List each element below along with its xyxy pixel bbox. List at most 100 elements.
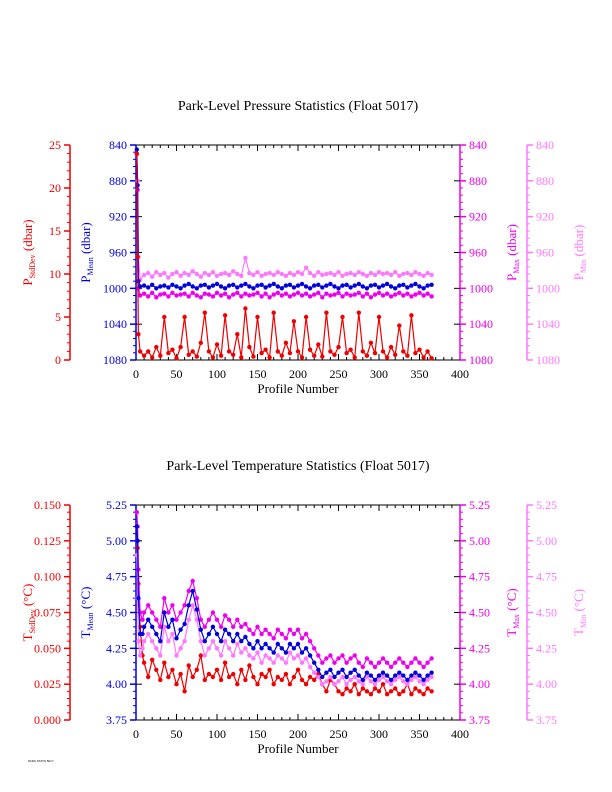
data-point-stddev xyxy=(162,314,167,320)
data-point-max xyxy=(356,290,361,295)
y-tick-label-right_inner: 1080 xyxy=(469,353,493,367)
data-point-max xyxy=(352,653,357,658)
data-point-min xyxy=(202,270,207,276)
data-point-min xyxy=(413,674,418,680)
y-tick-label-left_inner: 880 xyxy=(109,174,127,188)
data-point-max xyxy=(287,627,293,632)
data-point-min xyxy=(243,255,248,261)
data-point-mean xyxy=(429,670,434,675)
x-tick-label: 300 xyxy=(370,367,388,381)
data-point-max xyxy=(202,291,207,296)
data-point-min xyxy=(299,271,305,277)
data-point-max xyxy=(146,294,151,299)
data-point-min xyxy=(222,639,228,644)
series-stddev xyxy=(134,524,434,697)
data-point-stddev xyxy=(174,682,179,687)
data-point-min xyxy=(166,275,171,280)
data-point-max xyxy=(275,290,280,295)
y-tick-label-right_inner: 1040 xyxy=(469,317,493,331)
data-point-mean xyxy=(247,641,252,647)
data-point-mean xyxy=(259,282,264,287)
y-axis-label-right_inner: PMax (dbar) xyxy=(504,224,521,281)
data-point-mean xyxy=(271,650,276,655)
data-point-max xyxy=(251,292,256,297)
y-axis-label-left_inner: TMean (°C) xyxy=(78,587,95,639)
data-point-min xyxy=(170,631,175,637)
y-tick-label-right_inner: 4.75 xyxy=(469,570,490,584)
data-point-max xyxy=(360,664,365,670)
data-point-min xyxy=(141,272,147,278)
data-point-max xyxy=(324,656,329,661)
data-point-max xyxy=(198,617,203,622)
series-line-stddev xyxy=(136,153,433,360)
data-point-min xyxy=(356,270,361,275)
data-point-stddev xyxy=(303,314,309,320)
data-point-mean xyxy=(388,284,394,289)
data-point-min xyxy=(226,646,232,651)
data-point-max xyxy=(316,653,321,658)
data-point-stddev xyxy=(222,660,228,665)
data-point-min xyxy=(271,272,276,278)
data-point-min xyxy=(259,273,264,278)
data-point-stddev xyxy=(170,667,175,672)
data-point-stddev xyxy=(417,347,422,352)
data-point-stddev xyxy=(393,686,398,691)
data-point-mean xyxy=(141,283,147,288)
x-tick-label: 50 xyxy=(171,727,183,741)
data-point-stddev xyxy=(283,340,289,345)
data-point-max xyxy=(336,290,341,295)
data-point-max xyxy=(154,295,159,300)
data-point-min xyxy=(287,270,293,276)
data-point-mean xyxy=(206,285,212,290)
data-point-stddev xyxy=(267,355,272,360)
data-point-mean xyxy=(360,677,365,683)
data-point-max xyxy=(368,295,374,300)
data-point-max xyxy=(162,291,167,296)
y-tick-label-right_inner: 4.00 xyxy=(469,677,490,691)
y-tick-label-right_inner: 1000 xyxy=(469,281,493,295)
data-point-max xyxy=(413,292,418,297)
data-point-stddev xyxy=(255,314,260,320)
data-point-mean xyxy=(368,673,374,678)
data-point-min xyxy=(291,656,297,661)
data-point-max xyxy=(231,292,236,297)
data-point-min xyxy=(312,273,317,278)
data-point-min xyxy=(206,646,212,651)
y-tick-label-right_outer: 4.00 xyxy=(536,677,557,691)
y-tick-label-left_inner: 3.75 xyxy=(106,713,127,727)
y-tick-label-right_outer: 1080 xyxy=(536,353,560,367)
data-point-max xyxy=(348,293,353,298)
data-point-stddev xyxy=(162,660,167,665)
data-point-stddev xyxy=(271,310,276,315)
data-point-mean xyxy=(182,283,187,288)
x-tick-label: 50 xyxy=(171,367,183,381)
data-point-mean xyxy=(287,641,293,647)
x-tick-label: 400 xyxy=(451,727,469,741)
data-point-stddev xyxy=(218,677,224,683)
data-point-max xyxy=(356,660,361,665)
data-point-max xyxy=(150,290,155,295)
data-point-stddev xyxy=(380,349,386,354)
data-point-max xyxy=(235,617,240,622)
data-point-mean xyxy=(397,670,402,675)
data-point-stddev xyxy=(206,671,212,677)
data-point-max xyxy=(170,290,175,295)
data-point-min xyxy=(405,270,410,276)
data-point-mean xyxy=(135,538,140,543)
data-point-mean xyxy=(401,282,406,287)
data-point-stddev xyxy=(218,353,224,358)
data-point-max xyxy=(380,293,386,298)
data-point-stddev xyxy=(263,674,268,680)
data-point-min xyxy=(263,271,268,277)
data-point-max xyxy=(393,292,398,297)
data-point-max xyxy=(255,290,260,295)
data-point-mean xyxy=(162,283,167,288)
data-point-min xyxy=(275,270,280,275)
y-axis-label-right_inner: TMax (°C) xyxy=(504,588,521,636)
data-point-max xyxy=(332,292,337,297)
data-point-stddev xyxy=(324,310,329,315)
data-point-min xyxy=(397,674,402,680)
data-point-mean xyxy=(376,285,382,290)
data-point-mean xyxy=(251,286,256,291)
data-point-mean xyxy=(190,588,195,594)
